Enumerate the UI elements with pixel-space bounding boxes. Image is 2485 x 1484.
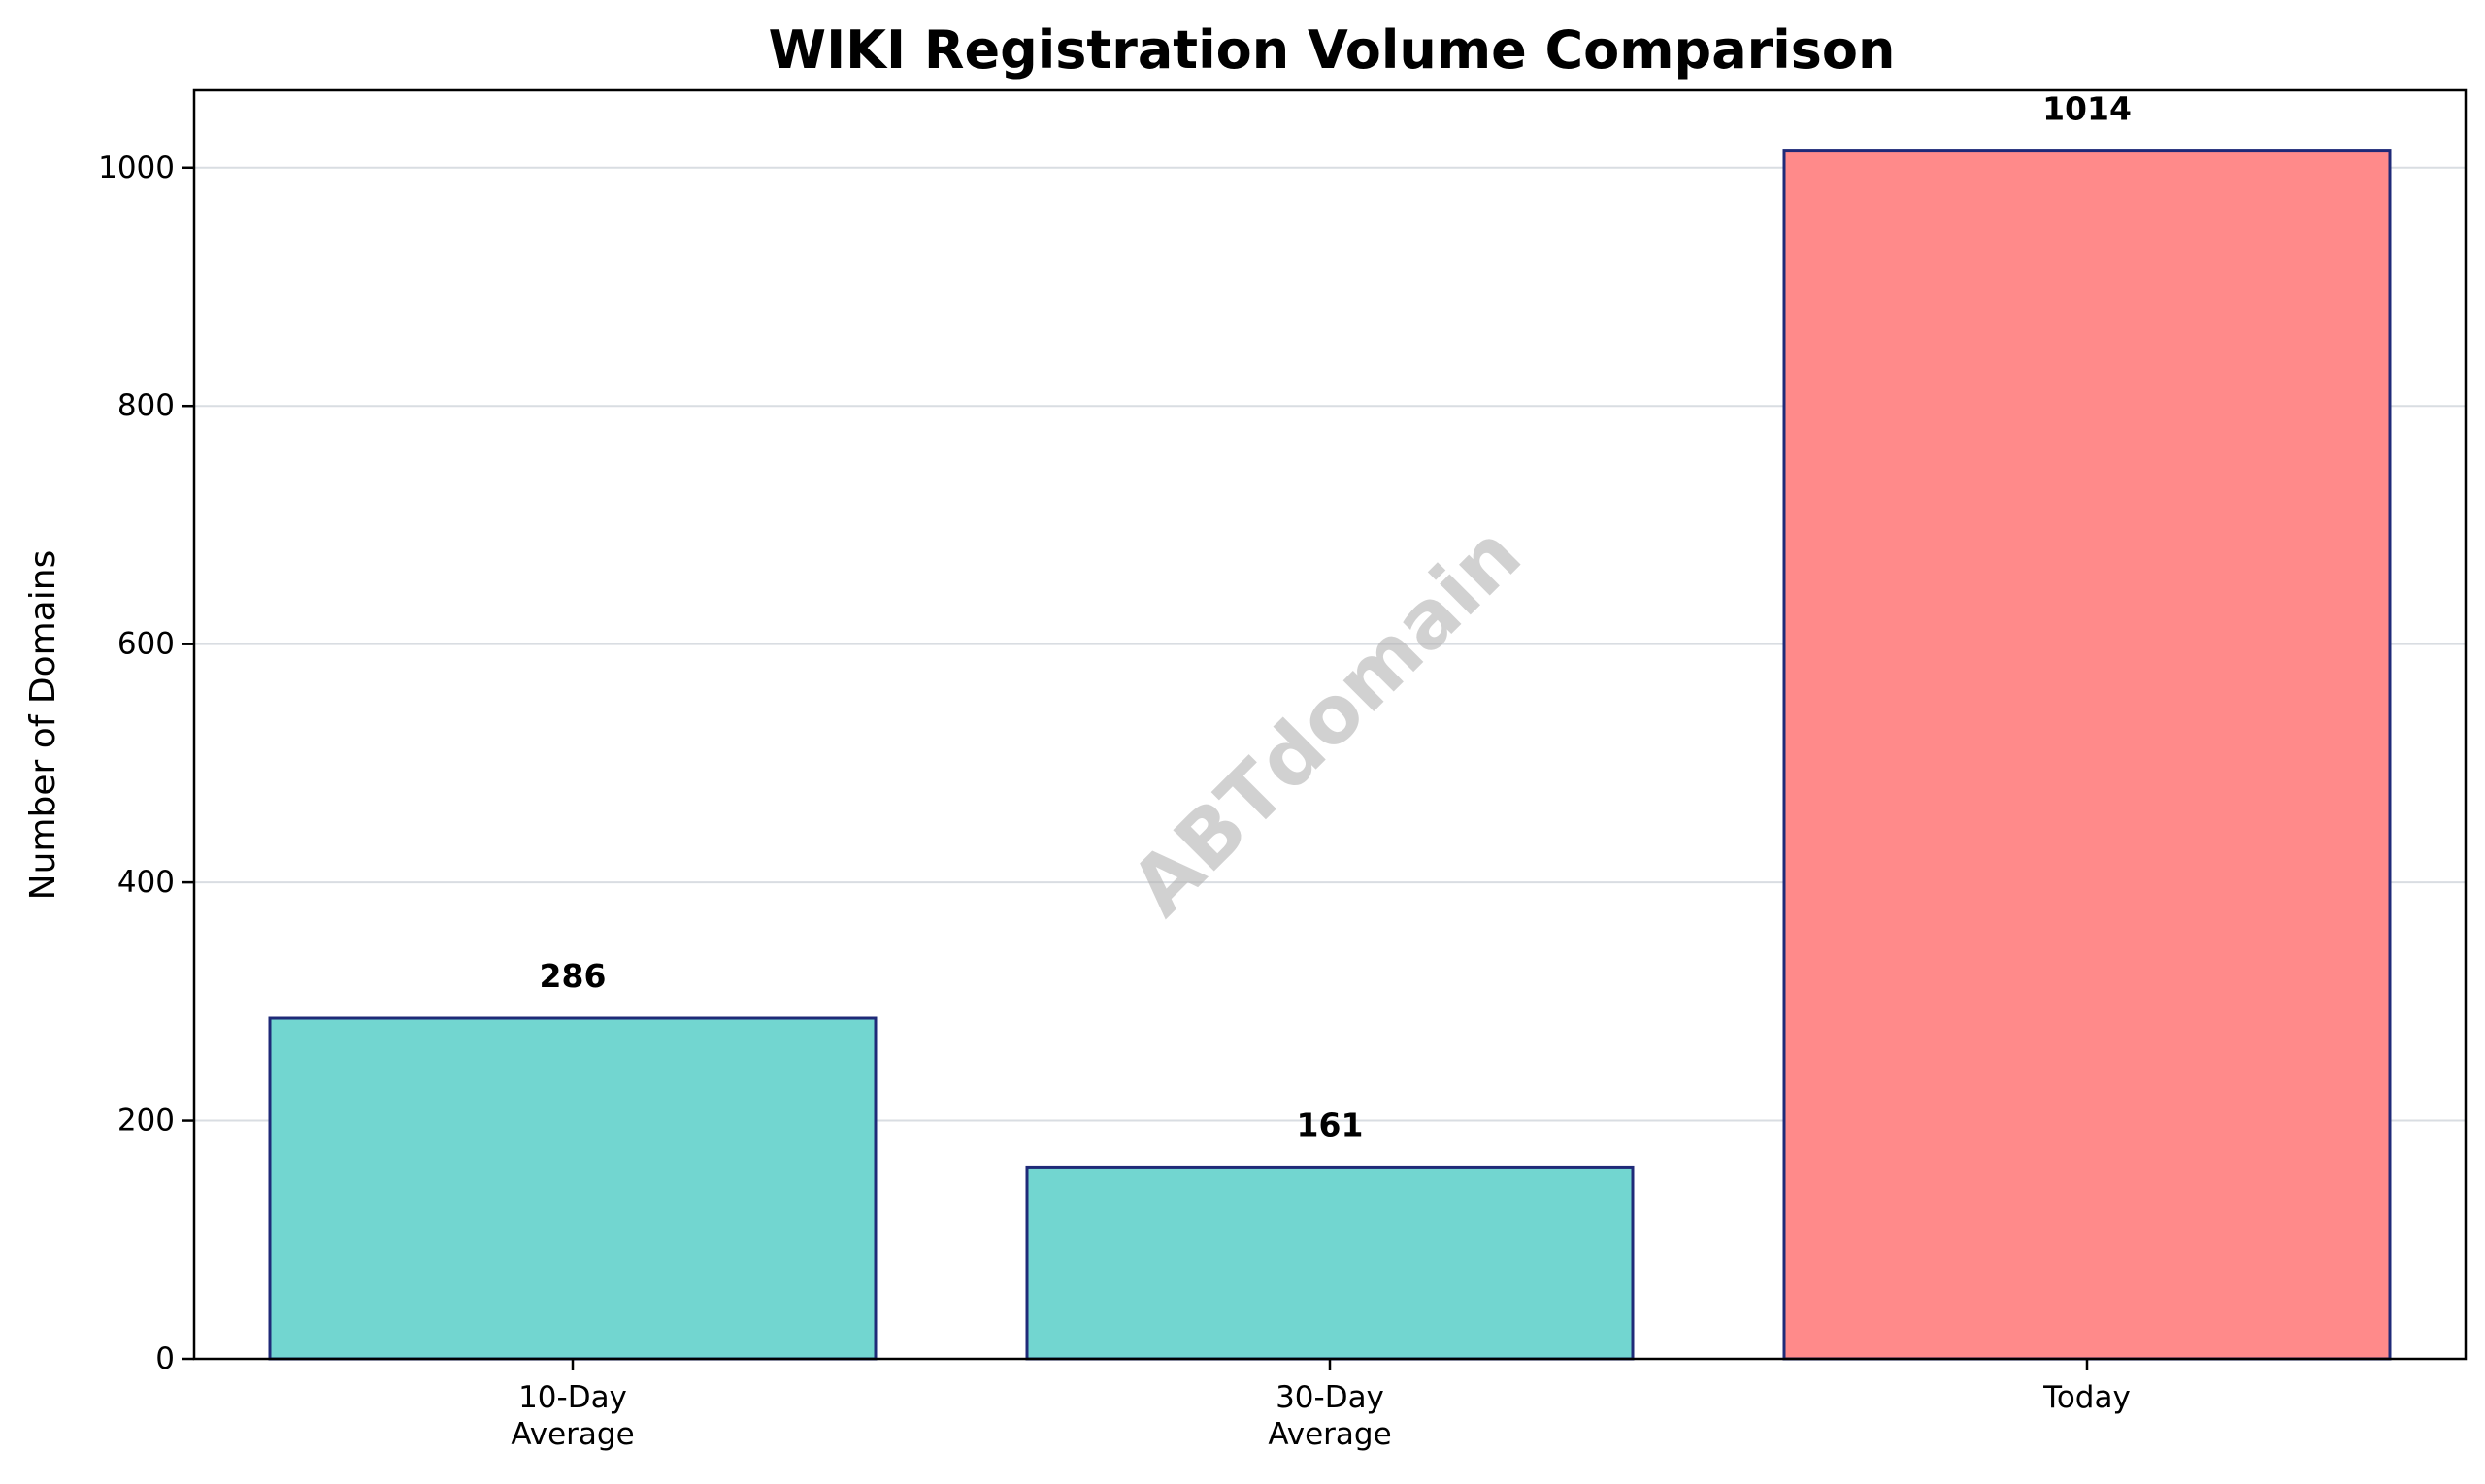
bar-value-label: 161 [1297,1105,1364,1143]
x-tick-label: 30-Day Average [1268,1380,1391,1452]
x-axis: 10-Day Average 30-Day Average Today [511,1359,2131,1452]
bar [1025,1165,1635,1361]
y-tick-label: 400 [117,865,175,900]
x-tick-label: Today [2042,1380,2131,1415]
bars [268,149,2392,1361]
y-tick-label: 0 [155,1341,175,1376]
y-axis-label: Number of Domains [23,550,63,901]
bar [1782,149,2392,1361]
value-labels: 286 161 1014 [540,90,2132,1144]
y-axis: 0 200 400 600 800 1000 [98,150,194,1376]
bar-value-label: 286 [540,957,607,995]
y-tick-label: 800 [117,388,175,423]
y-tick-label: 200 [117,1104,175,1138]
y-tick-label: 600 [117,627,175,662]
chart-title: WIKI Registration Volume Comparison [769,19,1896,81]
x-tick-label: 10-Day Average [511,1380,634,1452]
bar-value-label: 1014 [2042,90,2132,128]
y-tick-label: 1000 [98,150,175,185]
bar [268,1016,878,1361]
